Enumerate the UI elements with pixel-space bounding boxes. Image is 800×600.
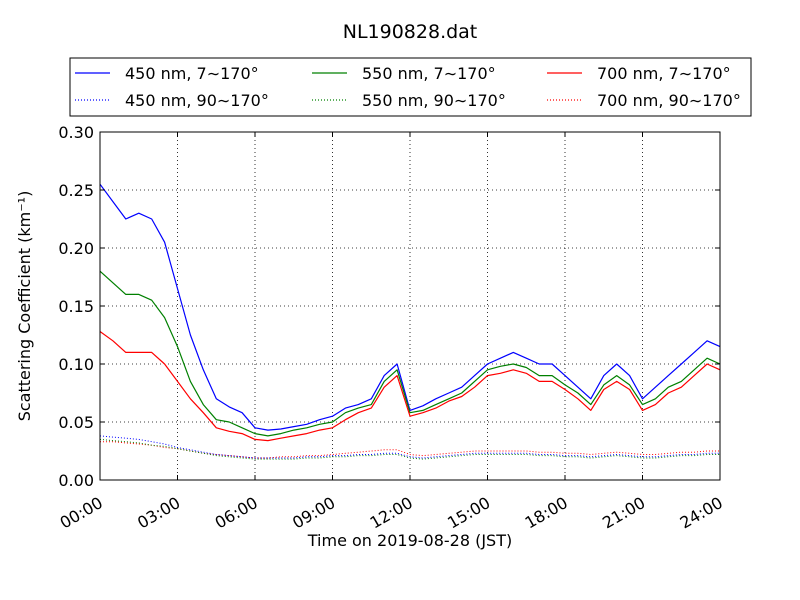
legend-label: 700 nm, 90∼170° [597, 91, 741, 110]
y-tick-label: 0.30 [58, 123, 94, 142]
y-tick-label: 0.25 [58, 181, 94, 200]
y-tick-label: 0.00 [58, 471, 94, 490]
x-axis-label: Time on 2019-08-28 (JST) [307, 531, 512, 550]
series-line-5 [100, 441, 720, 459]
y-axis-label: Scattering Coefficient (km⁻¹) [15, 191, 34, 422]
y-tick-label: 0.20 [58, 239, 94, 258]
legend-label: 700 nm, 7∼170° [597, 64, 731, 83]
y-tick-label: 0.15 [58, 297, 94, 316]
series-line-2 [99, 331, 721, 442]
legend-label: 450 nm, 90∼170° [125, 91, 269, 110]
chart-title: NL190828.dat [343, 21, 478, 43]
legend: 450 nm, 7∼170° 550 nm, 7∼170° 700 nm, 7∼17… [69, 57, 752, 117]
series-line-0 [99, 183, 721, 431]
legend-label: 550 nm, 90∼170° [362, 91, 506, 110]
series-line-3 [99, 435, 720, 459]
legend-label: 550 nm, 7∼170° [362, 64, 496, 83]
series-line-1 [99, 270, 721, 437]
legend-box [69, 57, 752, 117]
legend-label: 450 nm, 7∼170° [125, 64, 259, 83]
series-line-4 [99, 438, 720, 460]
y-tick-label: 0.05 [58, 413, 94, 432]
y-tick-label: 0.10 [58, 355, 94, 374]
series-layer [99, 183, 721, 460]
y-ticks: 0.00 0.05 0.10 0.15 0.20 0.25 0.30 [58, 123, 720, 490]
